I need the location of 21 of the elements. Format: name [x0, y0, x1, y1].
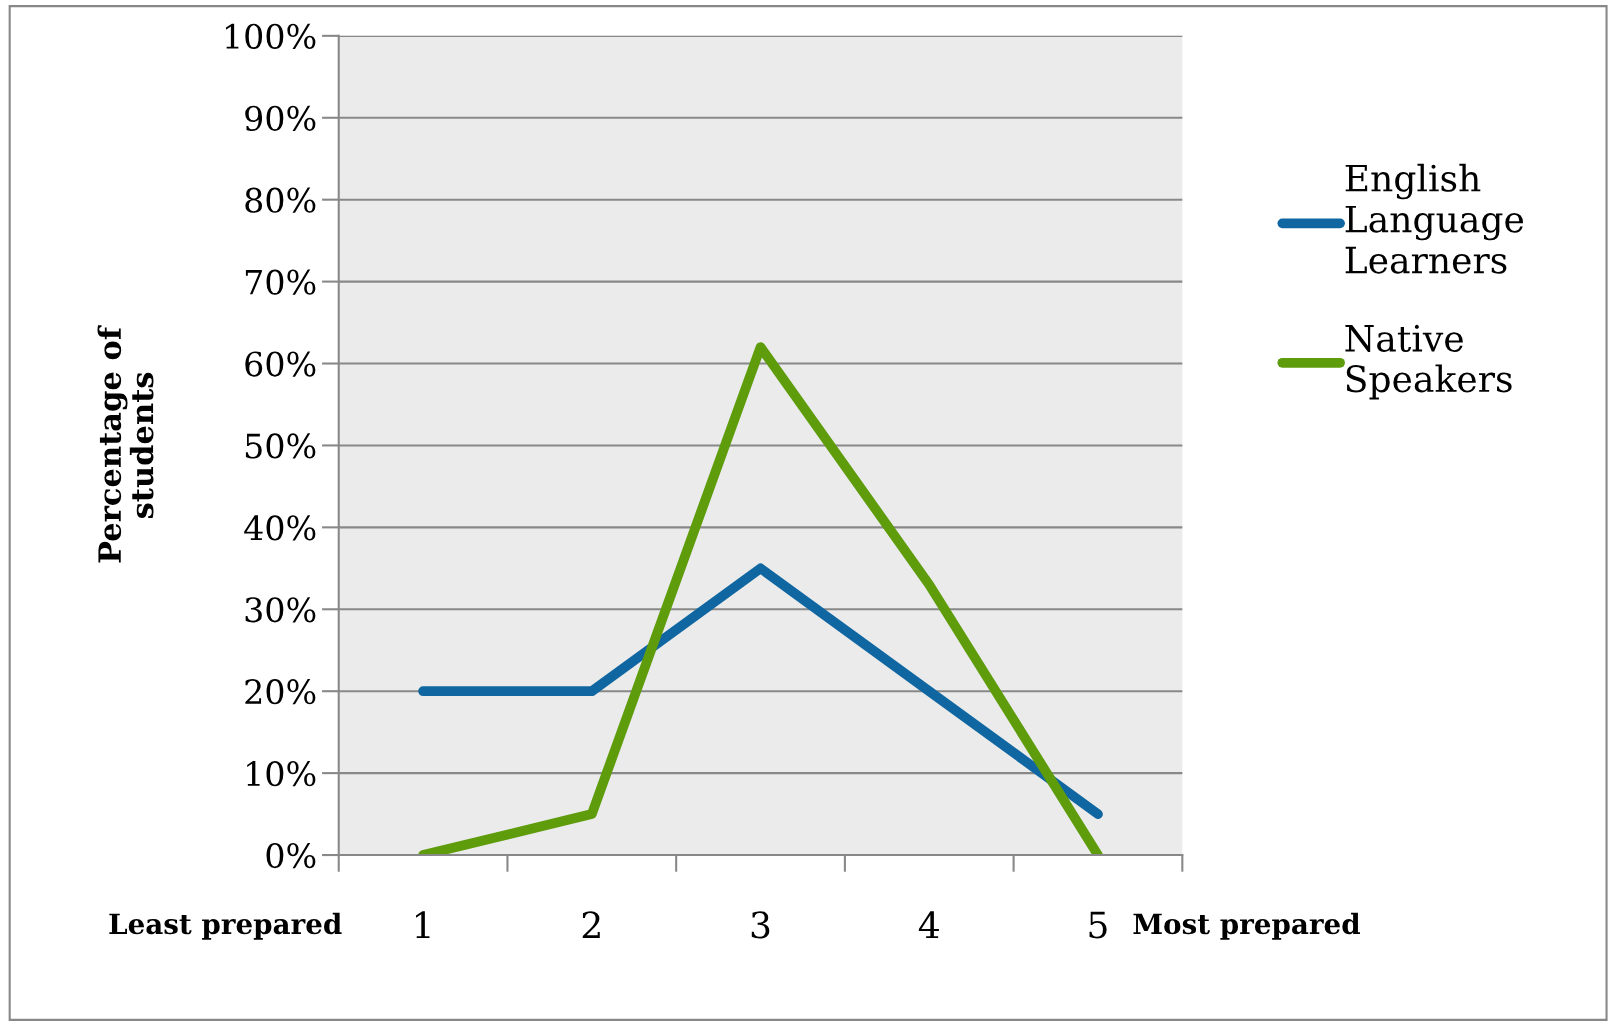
- y-tick-label: 60%: [245, 351, 316, 377]
- x-tick-label: 3: [751, 911, 770, 939]
- y-tick-label: 70%: [245, 269, 316, 295]
- text: Least prepared: [109, 912, 342, 940]
- y-tick-label: 30%: [245, 597, 316, 623]
- x-tick-label: 1: [416, 911, 430, 939]
- y-axis-title: Percentage of students: [97, 325, 154, 563]
- y-tick-label: 40%: [244, 515, 316, 541]
- text: Most prepared: [1133, 912, 1360, 940]
- x-tick-label: 2: [582, 911, 600, 939]
- y-tick-label: 80%: [245, 187, 316, 213]
- x-tick-label: 5: [1089, 911, 1107, 939]
- legend-label: Native Speakers: [1345, 324, 1512, 400]
- y-tick-label: 50%: [245, 433, 316, 459]
- y-tick-label: 100%: [225, 23, 316, 49]
- y-tick-label: 20%: [245, 679, 316, 705]
- x-tick-label: 4: [918, 911, 939, 939]
- y-tick-label: 0%: [266, 842, 316, 869]
- y-tick-label: 10%: [247, 761, 316, 787]
- y-tick-label: 90%: [245, 105, 316, 131]
- legend-label: English Language Learners: [1345, 163, 1524, 274]
